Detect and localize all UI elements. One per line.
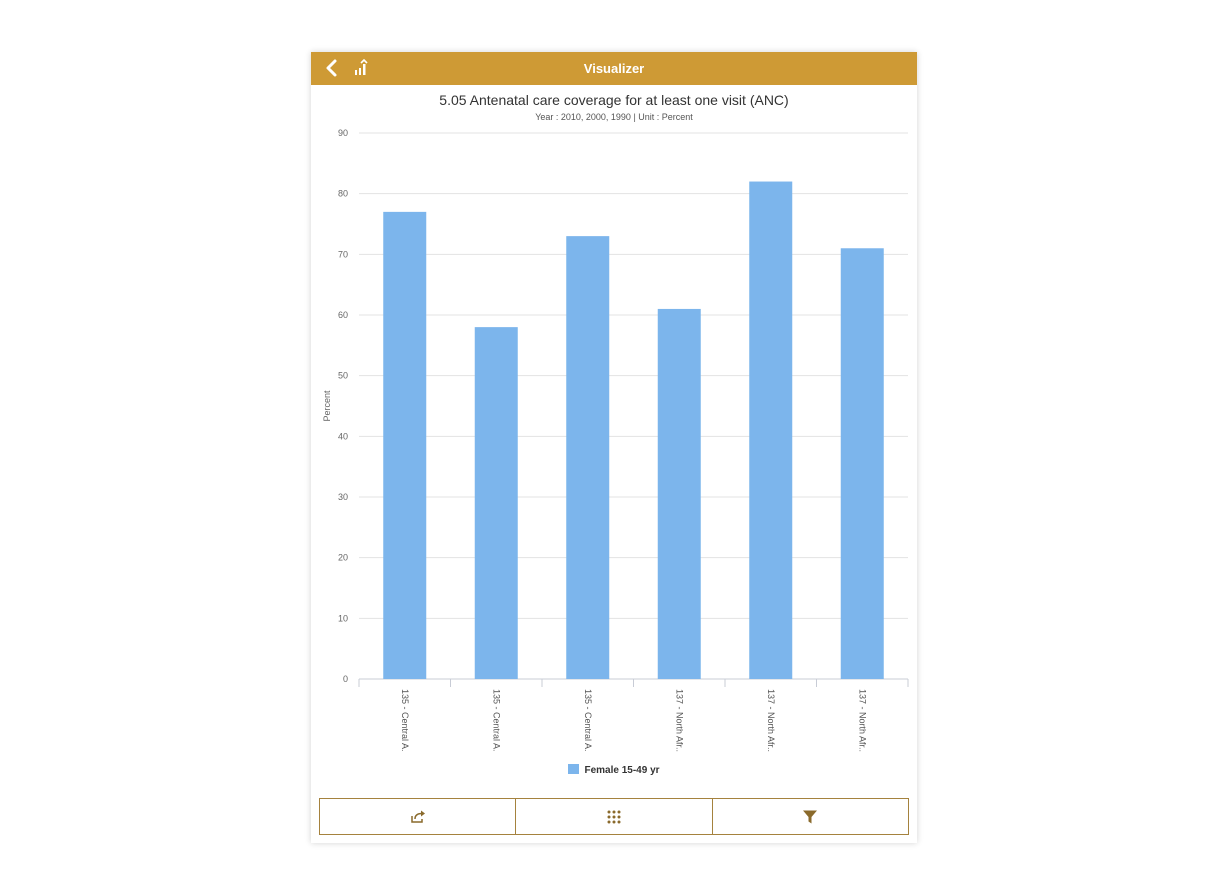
legend-swatch bbox=[568, 764, 580, 774]
bar[interactable] bbox=[474, 327, 518, 679]
y-tick-label: 20 bbox=[338, 553, 348, 563]
bar[interactable] bbox=[657, 308, 701, 679]
y-tick-label: 90 bbox=[338, 128, 348, 138]
legend-label: Female 15-49 yr bbox=[584, 765, 660, 776]
x-tick-label: 137 - North Afr... bbox=[674, 689, 684, 752]
filter-icon bbox=[803, 810, 818, 823]
y-tick-label: 0 bbox=[343, 674, 348, 684]
sort-stats-icon bbox=[355, 58, 368, 75]
x-tick-label: 137 - North Afr... bbox=[766, 689, 776, 752]
page-title: Visualizer bbox=[583, 61, 645, 76]
chart-title: 5.05 Antenatal care coverage for at leas… bbox=[439, 92, 789, 108]
y-tick-label: 10 bbox=[338, 613, 348, 623]
y-tick-label: 40 bbox=[338, 431, 348, 441]
app-window: Visualizer 5.05 Antenatal care coverage … bbox=[311, 52, 917, 843]
x-tick-label: 135 - Central A... bbox=[583, 689, 593, 752]
y-axis-label: Percent bbox=[322, 390, 332, 422]
back-button[interactable] bbox=[321, 58, 343, 80]
chevron-left-icon bbox=[326, 59, 337, 77]
chart-legend[interactable]: Female 15-49 yr bbox=[311, 764, 917, 776]
bar[interactable] bbox=[749, 181, 793, 679]
y-tick-label: 60 bbox=[338, 310, 348, 320]
sort-stats-button[interactable] bbox=[352, 58, 374, 80]
bar-chart: 0 10 20 30 40 50 60 70 80 90 Percent 135 - Central … bbox=[322, 128, 909, 752]
share-button[interactable] bbox=[320, 799, 515, 834]
share-icon bbox=[410, 810, 425, 823]
bar[interactable] bbox=[840, 248, 884, 679]
bar[interactable] bbox=[566, 236, 610, 679]
grid-icon bbox=[607, 810, 621, 823]
top-bar: Visualizer bbox=[311, 52, 917, 85]
x-tick-label: 135 - Central A... bbox=[400, 689, 410, 752]
filter-button[interactable] bbox=[711, 799, 908, 834]
bottom-toolbar bbox=[319, 798, 909, 835]
x-tick-label: 135 - Central A... bbox=[491, 689, 501, 752]
x-tick-label: 137 - North Afr... bbox=[857, 689, 867, 752]
y-tick-label: 30 bbox=[338, 492, 348, 502]
bar[interactable] bbox=[383, 211, 427, 679]
y-tick-label: 50 bbox=[338, 371, 348, 381]
grid-view-button[interactable] bbox=[515, 799, 711, 834]
y-tick-label: 70 bbox=[338, 249, 348, 259]
chart-subtitle: Year : 2010, 2000, 1990 | Unit : Percent bbox=[535, 112, 693, 122]
y-tick-label: 80 bbox=[338, 189, 348, 199]
